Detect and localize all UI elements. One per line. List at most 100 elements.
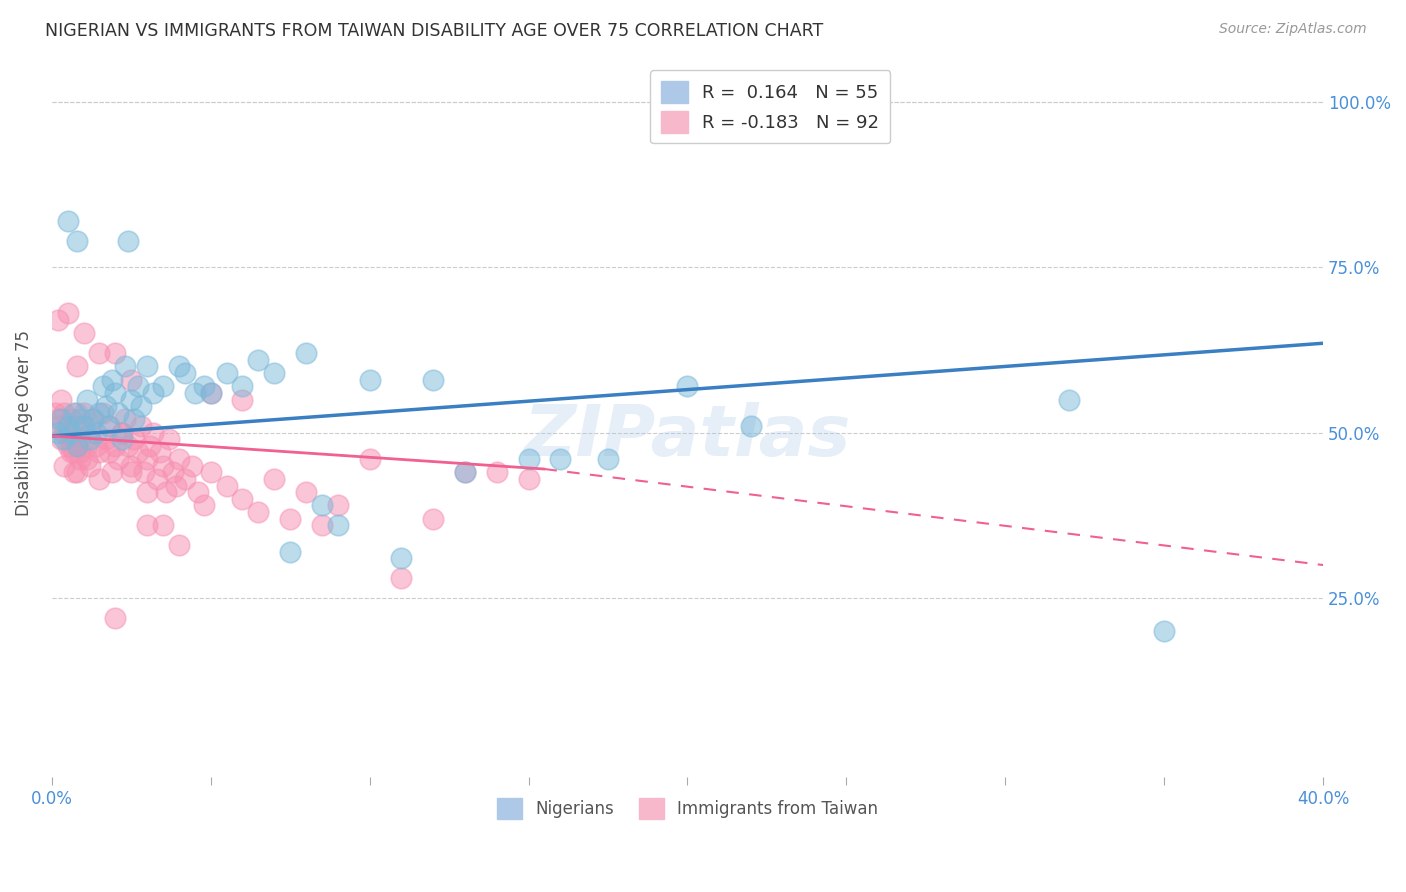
Point — [107, 452, 129, 467]
Point — [157, 432, 180, 446]
Point — [91, 406, 114, 420]
Point — [89, 406, 111, 420]
Point — [136, 485, 159, 500]
Point — [740, 419, 762, 434]
Point — [59, 445, 82, 459]
Point — [91, 379, 114, 393]
Point — [215, 366, 238, 380]
Point — [89, 346, 111, 360]
Point — [550, 452, 572, 467]
Point — [120, 458, 142, 473]
Point — [63, 445, 86, 459]
Point — [66, 466, 89, 480]
Point — [101, 373, 124, 387]
Point — [104, 439, 127, 453]
Point — [69, 445, 91, 459]
Point — [66, 406, 89, 420]
Point — [51, 412, 73, 426]
Point — [66, 439, 89, 453]
Point — [66, 234, 89, 248]
Point — [247, 352, 270, 367]
Point — [79, 458, 101, 473]
Point — [167, 359, 190, 374]
Legend: Nigerians, Immigrants from Taiwan: Nigerians, Immigrants from Taiwan — [491, 791, 884, 825]
Point — [136, 359, 159, 374]
Point — [454, 466, 477, 480]
Point — [89, 472, 111, 486]
Point — [129, 419, 152, 434]
Point — [165, 478, 187, 492]
Point — [326, 499, 349, 513]
Point — [84, 439, 107, 453]
Point — [94, 432, 117, 446]
Point — [72, 326, 94, 341]
Point — [193, 499, 215, 513]
Point — [200, 385, 222, 400]
Point — [104, 385, 127, 400]
Point — [56, 439, 79, 453]
Point — [231, 379, 253, 393]
Point — [84, 425, 107, 440]
Point — [59, 425, 82, 440]
Point — [56, 214, 79, 228]
Point — [124, 412, 146, 426]
Point — [114, 412, 136, 426]
Point — [76, 452, 98, 467]
Point — [295, 485, 318, 500]
Point — [97, 419, 120, 434]
Point — [117, 439, 139, 453]
Point — [44, 406, 66, 420]
Point — [132, 466, 155, 480]
Point — [104, 611, 127, 625]
Point — [46, 313, 69, 327]
Point — [76, 439, 98, 453]
Point — [155, 485, 177, 500]
Point — [187, 485, 209, 500]
Point — [263, 472, 285, 486]
Point — [152, 458, 174, 473]
Point — [231, 392, 253, 407]
Point — [127, 379, 149, 393]
Point — [76, 392, 98, 407]
Point — [359, 452, 381, 467]
Point — [422, 373, 444, 387]
Point — [66, 359, 89, 374]
Point — [174, 472, 197, 486]
Point — [152, 379, 174, 393]
Point — [97, 419, 120, 434]
Point — [136, 452, 159, 467]
Point — [94, 399, 117, 413]
Point — [104, 346, 127, 360]
Point — [149, 445, 172, 459]
Point — [311, 518, 333, 533]
Point — [56, 419, 79, 434]
Point — [127, 445, 149, 459]
Point — [117, 234, 139, 248]
Point — [295, 346, 318, 360]
Point — [59, 439, 82, 453]
Point — [69, 452, 91, 467]
Point — [200, 385, 222, 400]
Point — [79, 432, 101, 446]
Point — [69, 412, 91, 426]
Point — [111, 425, 134, 440]
Point — [53, 458, 76, 473]
Point — [180, 458, 202, 473]
Point — [120, 373, 142, 387]
Point — [1153, 624, 1175, 639]
Point — [596, 452, 619, 467]
Point — [63, 466, 86, 480]
Point — [359, 373, 381, 387]
Point — [231, 491, 253, 506]
Point — [184, 385, 207, 400]
Point — [89, 445, 111, 459]
Point — [69, 432, 91, 446]
Point — [111, 432, 134, 446]
Y-axis label: Disability Age Over 75: Disability Age Over 75 — [15, 330, 32, 516]
Point — [422, 511, 444, 525]
Point — [278, 545, 301, 559]
Point — [63, 406, 86, 420]
Point — [56, 425, 79, 440]
Point — [167, 538, 190, 552]
Point — [79, 425, 101, 440]
